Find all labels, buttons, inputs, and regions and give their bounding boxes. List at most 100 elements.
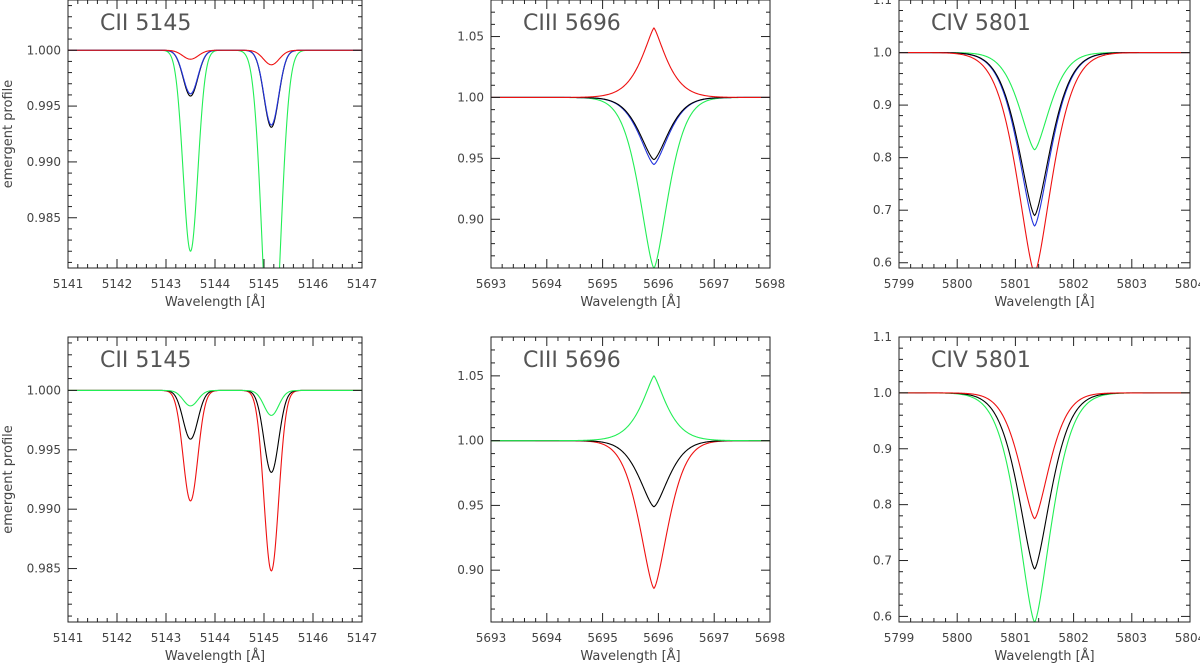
x-tick-label: 5146 xyxy=(298,631,329,645)
y-tick-label: 0.995 xyxy=(27,99,61,113)
plot-frame xyxy=(898,336,1191,623)
y-tick-label: 1.00 xyxy=(457,90,484,104)
series-line-green xyxy=(68,389,362,416)
y-tick-label: 0.985 xyxy=(27,562,61,576)
x-tick-label: 5696 xyxy=(643,277,674,291)
x-tick-label: 5802 xyxy=(1058,277,1089,291)
panel-title: CIII 5696 xyxy=(523,11,621,36)
y-tick-label: 1.05 xyxy=(457,30,484,44)
y-tick-label: 0.990 xyxy=(27,155,61,169)
x-tick-label: 5141 xyxy=(53,277,84,291)
y-axis-title: emergent profile xyxy=(1,80,16,189)
series-line-green xyxy=(491,96,770,268)
x-tick-label: 5801 xyxy=(1000,277,1031,291)
chart-panel-r1c2: 5693 5694 5695 5696 5697 5698 0.90 0.95 1.00 1.05… xyxy=(457,0,785,310)
series-line-black xyxy=(899,52,1190,217)
x-tick-label: 5144 xyxy=(200,277,231,291)
y-tick-label: 0.95 xyxy=(457,498,484,512)
series-line-red xyxy=(491,440,770,590)
x-tick-label: 5800 xyxy=(942,277,973,291)
chart-panel-r2c2: 5693 5694 5695 5696 5697 5698 0.90 0.95 1.00 1.05… xyxy=(457,336,786,664)
x-tick-label: 5145 xyxy=(249,631,280,645)
y-tick-label: 1.05 xyxy=(457,369,484,383)
y-tick-label: 0.9 xyxy=(873,442,892,456)
y-tick-label: 0.990 xyxy=(27,502,61,516)
x-tick-label: 5145 xyxy=(249,277,280,291)
series-line-green xyxy=(491,375,770,442)
panel-title: CII 5145 xyxy=(100,11,191,36)
x-axis-title: Wavelength [Å] xyxy=(165,648,265,664)
y-tick-label: 1.0 xyxy=(873,386,892,400)
series-line-green xyxy=(899,52,1190,151)
x-axis-title: Wavelength [Å] xyxy=(165,294,265,310)
x-tick-label: 5800 xyxy=(942,631,973,645)
x-tick-label: 5698 xyxy=(755,631,786,645)
x-axis-title: Wavelength [Å] xyxy=(994,648,1094,664)
x-tick-label: 5694 xyxy=(532,631,563,645)
chart-panel-r2c3: 5799 5800 5801 5802 5803 5804 0.6 0.7 0.8 0.9 1.0 1… xyxy=(873,330,1200,664)
series-line-blue xyxy=(899,52,1190,227)
x-tick-label: 5693 xyxy=(476,631,507,645)
y-tick-label: 1.0 xyxy=(873,46,892,60)
x-tick-label: 5147 xyxy=(347,631,378,645)
x-tick-label: 5146 xyxy=(298,277,329,291)
x-tick-label: 5694 xyxy=(532,277,563,291)
y-tick-label: 0.95 xyxy=(457,151,484,165)
x-tick-label: 5143 xyxy=(151,277,182,291)
x-tick-label: 5143 xyxy=(151,631,182,645)
x-tick-label: 5799 xyxy=(884,277,915,291)
panel-title: CIII 5696 xyxy=(523,348,621,373)
series-line-red xyxy=(899,392,1190,520)
series-line-red xyxy=(68,389,362,572)
series-line-green xyxy=(899,392,1190,622)
x-tick-label: 5801 xyxy=(1000,631,1031,645)
x-tick-label: 5142 xyxy=(102,631,133,645)
panel-title: CII 5145 xyxy=(100,348,191,373)
series-line-black xyxy=(899,392,1190,570)
x-axis-title: Wavelength [Å] xyxy=(994,294,1094,310)
chart-panel-r1c1: 5141 5142 5143 5144 5145 5146 5147 0.985 0.990 0.… xyxy=(1,0,378,310)
series-line-red xyxy=(899,52,1190,268)
y-tick-label: 0.7 xyxy=(873,554,892,568)
x-tick-label: 5799 xyxy=(884,631,915,645)
panel-title: CIV 5801 xyxy=(931,348,1031,373)
x-tick-label: 5142 xyxy=(102,277,133,291)
panel-title: CIV 5801 xyxy=(931,11,1031,36)
x-tick-label: 5695 xyxy=(587,631,618,645)
y-tick-label: 0.8 xyxy=(873,151,892,165)
y-tick-label: 1.00 xyxy=(457,434,484,448)
chart-panel-r1c3: 5799 5800 5801 5802 5803 5804 0.6 0.7 0.8 0.9 1.0 1… xyxy=(873,0,1200,310)
x-tick-label: 5697 xyxy=(699,631,730,645)
y-tick-label: 1.000 xyxy=(27,383,61,397)
x-tick-label: 5803 xyxy=(1117,277,1148,291)
plot-frame xyxy=(898,0,1191,269)
series-line-blue xyxy=(491,96,770,166)
x-tick-label: 5804 xyxy=(1175,277,1200,291)
x-tick-label: 5693 xyxy=(476,277,507,291)
y-tick-label: 0.8 xyxy=(873,498,892,512)
x-tick-label: 5695 xyxy=(587,277,618,291)
series-line-green xyxy=(68,49,362,268)
x-tick-label: 5144 xyxy=(200,631,231,645)
y-tick-label: 0.995 xyxy=(27,443,61,457)
plot-frame xyxy=(490,0,771,269)
plot-frame xyxy=(67,336,363,623)
series-line-blue xyxy=(68,49,362,126)
series-line-black xyxy=(491,440,770,508)
x-tick-label: 5803 xyxy=(1117,631,1148,645)
x-tick-label: 5147 xyxy=(347,277,378,291)
x-tick-label: 5804 xyxy=(1175,631,1200,645)
series-line-black xyxy=(68,49,362,128)
series-line-black xyxy=(68,389,362,473)
x-tick-label: 5802 xyxy=(1058,631,1089,645)
y-axis-title: emergent profile xyxy=(1,425,16,534)
chart-panel-r2c1: 5141 5142 5143 5144 5145 5146 5147 0.985 0.990 0.… xyxy=(1,336,378,664)
y-tick-label: 1.1 xyxy=(873,330,892,344)
x-axis-title: Wavelength [Å] xyxy=(580,648,680,664)
y-tick-label: 0.985 xyxy=(27,211,61,225)
y-tick-label: 0.90 xyxy=(457,563,484,577)
x-axis-title: Wavelength [Å] xyxy=(580,294,680,310)
y-tick-label: 0.6 xyxy=(873,609,892,623)
series-line-red xyxy=(68,49,362,66)
